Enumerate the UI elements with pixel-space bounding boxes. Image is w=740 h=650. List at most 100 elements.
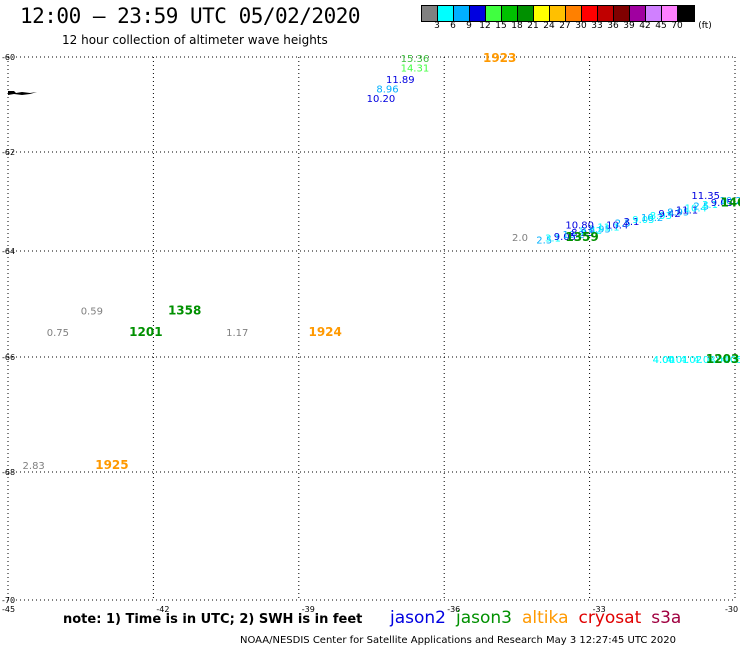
track-value: 9.05 — [554, 232, 576, 243]
wave-annotation: 1400 — [720, 195, 740, 209]
track-value: 4.04 — [707, 355, 729, 366]
wave-annotation: 2.0 — [512, 233, 528, 244]
lon-label: -30 — [725, 605, 738, 614]
lat-label: -66 — [2, 353, 15, 362]
legend-swatch — [518, 6, 534, 21]
satellite-legend-item: s3a — [651, 608, 682, 628]
track-value: 10.4 — [606, 221, 628, 232]
track-value: 4.00 — [653, 355, 675, 366]
track-value: 2.5 — [615, 219, 631, 230]
track-value: 3.1 — [545, 234, 561, 245]
wave-annotation: 1.17 — [226, 328, 248, 339]
satellite-legend: jason2 jason3 altika cryosat s3a — [390, 608, 691, 628]
footer-credit: NOAA/NESDIS Center for Satellite Applica… — [240, 635, 676, 646]
map-grid — [7, 56, 736, 601]
legend-swatch — [582, 6, 598, 21]
legend-label: 30 — [575, 21, 587, 31]
legend-swatch — [598, 6, 614, 21]
legend-swatch — [486, 6, 502, 21]
legend-swatch — [646, 6, 662, 21]
legend-label: 70 — [671, 21, 683, 31]
chart-title: 12:00 — 23:59 UTC 05/02/2020 — [20, 4, 361, 28]
lat-label: -60 — [2, 53, 15, 62]
legend-label: 21 — [527, 21, 539, 31]
wave-annotation: 0.59 — [81, 307, 103, 318]
legend-unit: (ft) — [698, 21, 712, 31]
legend-swatch — [614, 6, 630, 21]
legend-label: 45 — [655, 21, 667, 31]
satellite-legend-item: jason2 — [390, 608, 446, 628]
wave-annotation: 4.04 — [653, 355, 675, 366]
legend-swatch — [534, 6, 550, 21]
track-value: 9.42 — [658, 209, 680, 220]
track-value: 9.05 — [632, 215, 654, 226]
track-value: 4.03 — [693, 355, 715, 366]
track-value: 4.01 — [666, 355, 688, 366]
lon-label: -39 — [302, 605, 315, 614]
island-outline — [8, 91, 37, 95]
wave-annotation: 15.36 — [401, 54, 430, 65]
legend-label: 42 — [639, 21, 651, 31]
track-value: 8.95 — [589, 224, 611, 235]
legend-swatch — [678, 6, 694, 21]
legend-label: 18 — [511, 21, 523, 31]
wave-annotation: 11.35 — [691, 191, 720, 202]
track-value: 2.5 — [693, 202, 709, 213]
legend-swatch — [454, 6, 470, 21]
legend-label: 9 — [466, 21, 472, 31]
lat-label: -64 — [2, 247, 15, 256]
lat-label: -68 — [2, 468, 15, 477]
color-scale-legend — [421, 5, 695, 22]
wave-annotation: 1358 — [168, 304, 201, 318]
track-value: 8.93 — [571, 228, 593, 239]
satellite-track-points: 2.53.19.0510.28.939.428.9511.110.42.53.1… — [536, 196, 740, 366]
track-value: 9.42 — [580, 226, 602, 237]
wave-annotation: 1201 — [129, 325, 162, 339]
wave-annotation: 1203 — [706, 352, 739, 366]
track-value: 3.1 — [624, 217, 640, 228]
wave-annotation: 11.89 — [386, 75, 415, 86]
wave-annotation: 1923 — [483, 51, 516, 65]
legend-label: 15 — [495, 21, 507, 31]
legend-swatch — [550, 6, 566, 21]
track-value: 8.95 — [667, 207, 689, 218]
legend-swatch — [630, 6, 646, 21]
wave-annotation: 2.83 — [23, 461, 45, 472]
legend-label: 12 — [479, 21, 491, 31]
lon-label: -42 — [156, 605, 169, 614]
track-value: 9.05 — [711, 198, 733, 209]
track-value: 3.1 — [702, 200, 718, 211]
satellite-legend-item: cryosat — [578, 608, 642, 628]
track-value: 10.2 — [719, 196, 740, 207]
legend-swatch — [422, 6, 438, 21]
satellite-legend-item: altika — [522, 608, 569, 628]
legend-label: 3 — [434, 21, 440, 31]
wave-annotation: 0.75 — [47, 328, 69, 339]
legend-label: 39 — [623, 21, 635, 31]
lon-label: -33 — [593, 605, 606, 614]
track-value: 10.2 — [562, 230, 584, 241]
track-value: 4.02 — [680, 355, 702, 366]
satellite-legend-item: jason3 — [456, 608, 512, 628]
chart-subtitle: 12 hour collection of altimeter wave hei… — [62, 33, 328, 47]
track-value: 11.1 — [676, 205, 698, 216]
lon-label: -45 — [2, 605, 15, 614]
lat-label: -62 — [2, 148, 15, 157]
legend-swatch — [438, 6, 454, 21]
track-value: 8.93 — [650, 211, 672, 222]
wave-annotation: 1924 — [308, 325, 341, 339]
legend-swatch — [566, 6, 582, 21]
axis-labels: -60 -62 -64 -66 -68 -70-45 -42 -39 -36 -33 -30 — [2, 53, 738, 614]
track-value: 10.2 — [641, 213, 663, 224]
track-value: 2.5 — [536, 236, 552, 247]
wave-annotation: 8.96 — [376, 85, 398, 96]
lon-label: -36 — [447, 605, 460, 614]
legend-label: 33 — [591, 21, 603, 31]
legend-swatch — [662, 6, 678, 21]
wave-annotation: 1359 — [565, 230, 598, 244]
legend-label: 6 — [450, 21, 456, 31]
legend-swatch — [502, 6, 518, 21]
legend-label: 36 — [607, 21, 619, 31]
